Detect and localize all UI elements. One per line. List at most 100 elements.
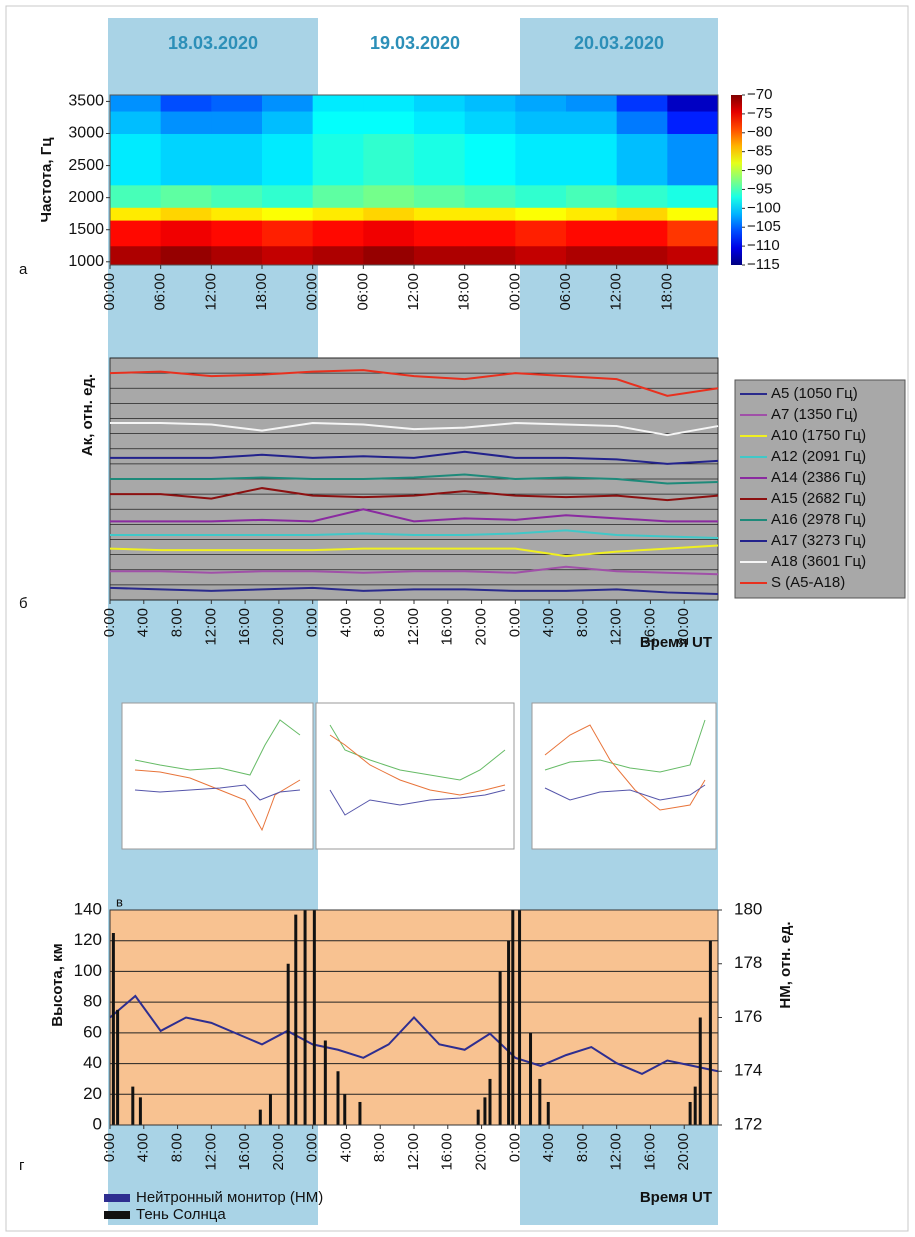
- x-tick-label: 20:00: [675, 1133, 692, 1171]
- x-tick-label: 4:00: [135, 608, 152, 637]
- legend-label: A12 (2091 Гц): [771, 448, 866, 465]
- heat-cell: [464, 111, 516, 134]
- x-tick-label: 12:00: [608, 1133, 625, 1171]
- x-tick-label: 16:00: [641, 608, 658, 646]
- x-tick-label: 8:00: [169, 1133, 186, 1162]
- heat-cell: [211, 245, 263, 266]
- legend-label: A7 (1350 Гц): [771, 406, 858, 423]
- heat-cell: [262, 184, 314, 208]
- x-tick-label: 0:00: [101, 1133, 118, 1162]
- heat-cell: [414, 245, 466, 266]
- heat-cell: [515, 95, 567, 112]
- series-line: [109, 369, 719, 397]
- heat-cell: [160, 111, 212, 134]
- colorbar-label: −80: [747, 124, 772, 141]
- legend-label: S (A5-A18): [771, 574, 845, 591]
- panel-label: в: [116, 894, 123, 909]
- axis-title: Ак, отн. ед.: [79, 374, 96, 456]
- x-tick-label: 00:00: [304, 273, 321, 311]
- heat-cell: [414, 133, 466, 186]
- heat-cell: [363, 220, 415, 247]
- x-tick-label: 20:00: [675, 608, 692, 646]
- y2-tick-label: 174: [734, 1061, 762, 1080]
- date-label: 18.03.2020: [168, 33, 258, 53]
- heat-cell: [566, 245, 618, 266]
- series-line: [109, 586, 719, 595]
- heat-cell: [414, 220, 466, 247]
- y-tick-label: 20: [83, 1084, 102, 1103]
- heat-cell: [160, 207, 212, 221]
- heat-cell: [414, 111, 466, 134]
- panel-label: а: [19, 261, 28, 278]
- colorbar-label: −95: [747, 180, 772, 197]
- heat-cell: [211, 95, 263, 112]
- heat-cell: [211, 207, 263, 221]
- x-tick-label: 16:00: [439, 608, 456, 646]
- heat-cell: [363, 245, 415, 266]
- x-tick-label: 4:00: [337, 608, 354, 637]
- x-tick-label: 0:00: [304, 608, 321, 637]
- heat-cell: [515, 133, 567, 186]
- x-tick-label: 20:00: [270, 1133, 287, 1171]
- x-tick-label: 18:00: [456, 273, 473, 311]
- heat-cell: [160, 184, 212, 208]
- heat-cell: [110, 95, 162, 112]
- y-tick-label: 60: [83, 1022, 102, 1041]
- x-tick-label: 20:00: [473, 1133, 490, 1171]
- heat-cell: [515, 111, 567, 134]
- y-tick-label: 2000: [68, 189, 104, 206]
- heat-cell: [262, 220, 314, 247]
- x-tick-label: 12:00: [202, 608, 219, 646]
- heat-cell: [667, 245, 719, 266]
- x-tick-label: 16:00: [439, 1133, 456, 1171]
- y-tick-label: 40: [83, 1053, 102, 1072]
- series-line: [109, 544, 719, 558]
- x-tick-label: 00:00: [101, 273, 118, 311]
- heat-cell: [110, 245, 162, 266]
- heat-cell: [110, 184, 162, 208]
- x-tick-label: 8:00: [371, 608, 388, 637]
- x-tick-label: 8:00: [574, 1133, 591, 1162]
- series-line: [110, 450, 719, 465]
- legend-label: A15 (2682 Гц): [771, 490, 866, 507]
- heat-cell: [515, 184, 567, 208]
- y-tick-label: 1500: [68, 221, 104, 238]
- heat-cell: [667, 95, 719, 112]
- heat-cell: [667, 133, 719, 186]
- legend-label: A10 (1750 Гц): [771, 427, 866, 444]
- heat-cell: [110, 207, 162, 221]
- date-label: 19.03.2020: [370, 33, 460, 53]
- heat-cell: [616, 133, 668, 186]
- legend-swatch: [104, 1211, 130, 1219]
- axis-title: НМ, отн. ед.: [777, 921, 794, 1008]
- thumbnail: [121, 702, 314, 850]
- heat-cell: [160, 133, 212, 186]
- heat-cell: [566, 184, 618, 208]
- heat-cell: [616, 184, 668, 208]
- heat-cell: [312, 133, 364, 186]
- series-line: [110, 565, 719, 576]
- y-tick-label: 0: [93, 1114, 102, 1133]
- heat-cell: [566, 207, 618, 221]
- panel-label: б: [19, 595, 28, 612]
- x-tick-label: 18:00: [658, 273, 675, 311]
- heat-cell: [616, 207, 668, 221]
- heat-cell: [312, 184, 364, 208]
- heat-cell: [262, 111, 314, 134]
- heat-cell: [312, 207, 364, 221]
- x-tick-label: 12:00: [405, 608, 422, 646]
- axis-title: Частота, Гц: [38, 137, 55, 223]
- x-axis-title: Время UT: [640, 1189, 712, 1206]
- x-tick-label: 18:00: [253, 273, 270, 311]
- date-label: 20.03.2020: [574, 33, 664, 53]
- heat-cell: [262, 133, 314, 186]
- heat-cell: [667, 111, 719, 134]
- colorbar-label: −85: [747, 143, 772, 160]
- x-tick-label: 12:00: [202, 1133, 219, 1171]
- x-tick-label: 16:00: [236, 1133, 253, 1171]
- legend-label: Тень Солнца: [136, 1206, 226, 1223]
- heat-cell: [160, 220, 212, 247]
- heat-cell: [616, 95, 668, 112]
- heat-cell: [211, 133, 263, 186]
